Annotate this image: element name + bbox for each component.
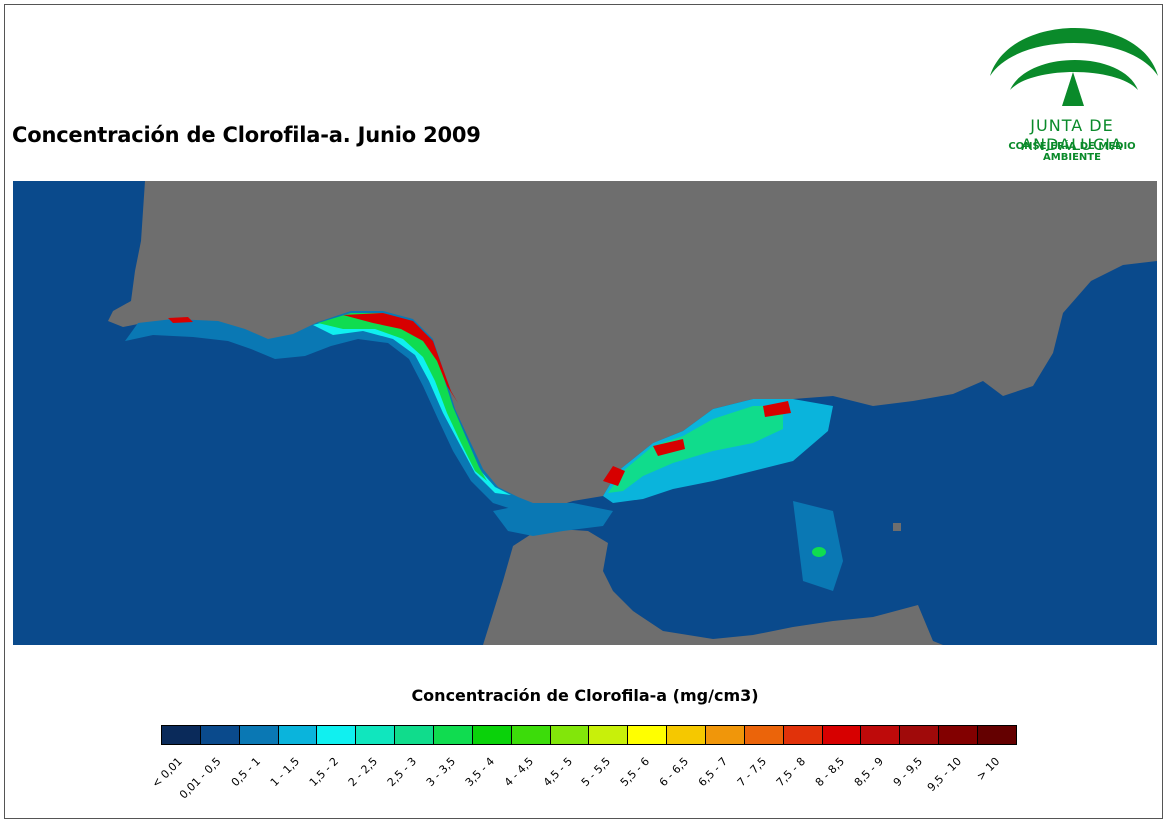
legend-swatch (200, 726, 240, 744)
legend-swatch (900, 726, 940, 744)
alboran-island (893, 523, 901, 531)
alboran-spot (812, 547, 826, 557)
legend-swatch (550, 726, 590, 744)
map-title: Concentración de Clorofila-a. Junio 2009 (12, 123, 481, 147)
iberia-land (108, 181, 1157, 509)
mediterranean-peak-3 (763, 401, 791, 417)
mediterranean-peak-1 (603, 466, 625, 486)
atlantic-peak-band (343, 313, 458, 403)
legend-swatch (472, 726, 512, 744)
africa-land (483, 529, 943, 645)
legend-swatch (783, 726, 823, 744)
legend-swatch (434, 726, 473, 744)
legend-swatch (589, 726, 629, 744)
chlorophyll-map (13, 181, 1157, 645)
legend-swatch (706, 726, 745, 744)
legend-swatch (278, 726, 318, 744)
legend-color-bar (161, 725, 1017, 745)
legend-swatch (978, 726, 1016, 744)
logo-subtitle: CONSEJERÍA DE MEDIO AMBIENTE (1008, 141, 1136, 163)
strait-band (493, 503, 613, 536)
mediterranean-peak-2 (653, 439, 685, 456)
legend-title: Concentración de Clorofila-a (mg/cm3) (411, 686, 759, 705)
legend-swatch (356, 726, 396, 744)
legend-swatch (861, 726, 901, 744)
atlantic-mid-band (313, 315, 511, 495)
logo-name: JUNTA DE ANDALUCIA (1021, 116, 1123, 154)
huelva-peak (168, 317, 193, 323)
legend-swatch (667, 726, 707, 744)
legend-swatch (628, 726, 668, 744)
alboran-plume (793, 501, 843, 591)
junta-de-andalucia-logo (990, 28, 1158, 106)
legend-swatch (511, 726, 551, 744)
legend-swatch (395, 726, 435, 744)
legend-swatch (939, 726, 979, 744)
legend-swatch (162, 726, 201, 744)
legend-swatch (317, 726, 357, 744)
mediterranean-high-band (608, 406, 783, 493)
legend-swatch (822, 726, 862, 744)
legend-swatch (239, 726, 279, 744)
legend-swatch (744, 726, 784, 744)
